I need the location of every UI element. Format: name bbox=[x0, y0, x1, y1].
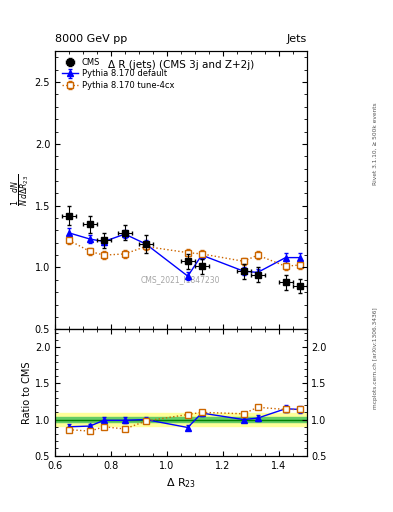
Bar bbox=[55, 413, 307, 426]
Text: mcplots.cern.ch [arXiv:1306.3436]: mcplots.cern.ch [arXiv:1306.3436] bbox=[373, 308, 378, 409]
Text: Rivet 3.1.10, ≥ 500k events: Rivet 3.1.10, ≥ 500k events bbox=[373, 102, 378, 185]
Bar bbox=[55, 417, 307, 422]
Y-axis label: $\frac{1}{N}\frac{dN}{d\Delta R_{23}}$: $\frac{1}{N}\frac{dN}{d\Delta R_{23}}$ bbox=[9, 174, 32, 206]
Legend: CMS, Pythia 8.170 default, Pythia 8.170 tune-4cx: CMS, Pythia 8.170 default, Pythia 8.170 … bbox=[59, 55, 177, 92]
Text: CMS_2021_I1847230: CMS_2021_I1847230 bbox=[141, 275, 220, 284]
Text: Jets: Jets bbox=[286, 33, 307, 44]
X-axis label: Δ R$_{23}$: Δ R$_{23}$ bbox=[166, 476, 196, 490]
Text: 8000 GeV pp: 8000 GeV pp bbox=[55, 33, 127, 44]
Y-axis label: Ratio to CMS: Ratio to CMS bbox=[22, 361, 32, 424]
Text: Δ R (jets) (CMS 3j and Z+2j): Δ R (jets) (CMS 3j and Z+2j) bbox=[108, 59, 254, 70]
